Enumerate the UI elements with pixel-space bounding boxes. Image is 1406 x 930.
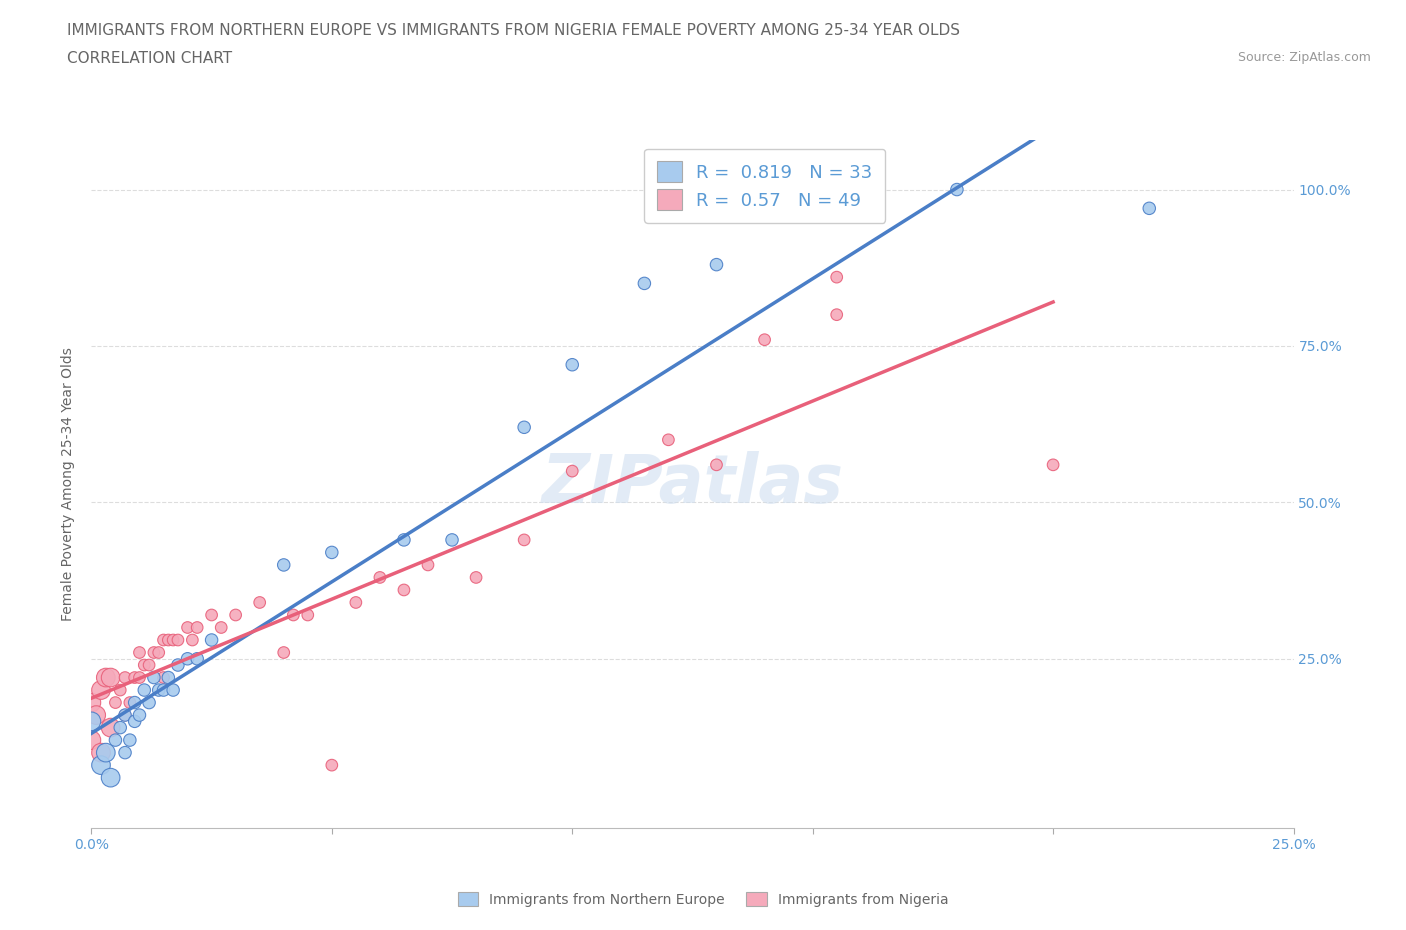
Point — [134, 683, 156, 698]
Point — [138, 695, 160, 710]
Point — [297, 607, 319, 622]
Point — [114, 745, 136, 760]
Point — [201, 607, 224, 622]
Point — [465, 570, 488, 585]
Text: IMMIGRANTS FROM NORTHERN EUROPE VS IMMIGRANTS FROM NIGERIA FEMALE POVERTY AMONG : IMMIGRANTS FROM NORTHERN EUROPE VS IMMIG… — [67, 23, 960, 38]
Point — [825, 307, 848, 322]
Y-axis label: Female Poverty Among 25-34 Year Olds: Female Poverty Among 25-34 Year Olds — [62, 347, 76, 620]
Point — [114, 708, 136, 723]
Point — [142, 645, 165, 660]
Point — [124, 671, 146, 685]
Point — [152, 683, 174, 698]
Point — [138, 658, 160, 672]
Point — [100, 720, 122, 735]
Point — [128, 671, 150, 685]
Point — [162, 632, 184, 647]
Point — [416, 557, 439, 572]
Point — [344, 595, 367, 610]
Point — [157, 671, 180, 685]
Point — [392, 533, 415, 548]
Point — [176, 651, 198, 666]
Point — [152, 671, 174, 685]
Point — [249, 595, 271, 610]
Point — [80, 695, 103, 710]
Point — [181, 632, 204, 647]
Legend: R =  0.819   N = 33, R =  0.57   N = 49: R = 0.819 N = 33, R = 0.57 N = 49 — [644, 149, 886, 223]
Point — [90, 683, 112, 698]
Point — [825, 270, 848, 285]
Point — [94, 745, 117, 760]
Point — [118, 733, 141, 748]
Point — [513, 419, 536, 434]
Point — [368, 570, 391, 585]
Point — [283, 607, 305, 622]
Point — [209, 620, 232, 635]
Point — [80, 714, 103, 729]
Point — [706, 258, 728, 272]
Point — [186, 620, 208, 635]
Point — [104, 733, 127, 748]
Point — [134, 658, 156, 672]
Point — [157, 632, 180, 647]
Point — [104, 695, 127, 710]
Point — [90, 745, 112, 760]
Point — [706, 458, 728, 472]
Point — [561, 464, 583, 479]
Point — [90, 758, 112, 773]
Point — [142, 671, 165, 685]
Point — [84, 708, 107, 723]
Point — [148, 645, 170, 660]
Point — [273, 557, 295, 572]
Point — [80, 733, 103, 748]
Text: Source: ZipAtlas.com: Source: ZipAtlas.com — [1237, 51, 1371, 64]
Point — [124, 695, 146, 710]
Point — [392, 582, 415, 597]
Point — [162, 683, 184, 698]
Point — [128, 708, 150, 723]
Point — [148, 683, 170, 698]
Point — [114, 671, 136, 685]
Point — [321, 758, 343, 773]
Point — [128, 645, 150, 660]
Point — [946, 182, 969, 197]
Point — [513, 533, 536, 548]
Text: CORRELATION CHART: CORRELATION CHART — [67, 51, 232, 66]
Text: ZIPatlas: ZIPatlas — [541, 451, 844, 516]
Point — [1042, 458, 1064, 472]
Point — [1137, 201, 1160, 216]
Point — [657, 432, 679, 447]
Point — [124, 714, 146, 729]
Point — [321, 545, 343, 560]
Point — [100, 671, 122, 685]
Point — [225, 607, 247, 622]
Point — [561, 357, 583, 372]
Point — [273, 645, 295, 660]
Legend: Immigrants from Northern Europe, Immigrants from Nigeria: Immigrants from Northern Europe, Immigra… — [450, 885, 956, 914]
Point — [110, 720, 132, 735]
Point — [110, 683, 132, 698]
Point — [167, 658, 190, 672]
Point — [633, 276, 655, 291]
Point — [152, 632, 174, 647]
Point — [754, 332, 776, 347]
Point — [167, 632, 190, 647]
Point — [118, 695, 141, 710]
Point — [100, 770, 122, 785]
Point — [186, 651, 208, 666]
Point — [176, 620, 198, 635]
Point — [114, 708, 136, 723]
Point — [94, 671, 117, 685]
Point — [440, 533, 463, 548]
Point — [201, 632, 224, 647]
